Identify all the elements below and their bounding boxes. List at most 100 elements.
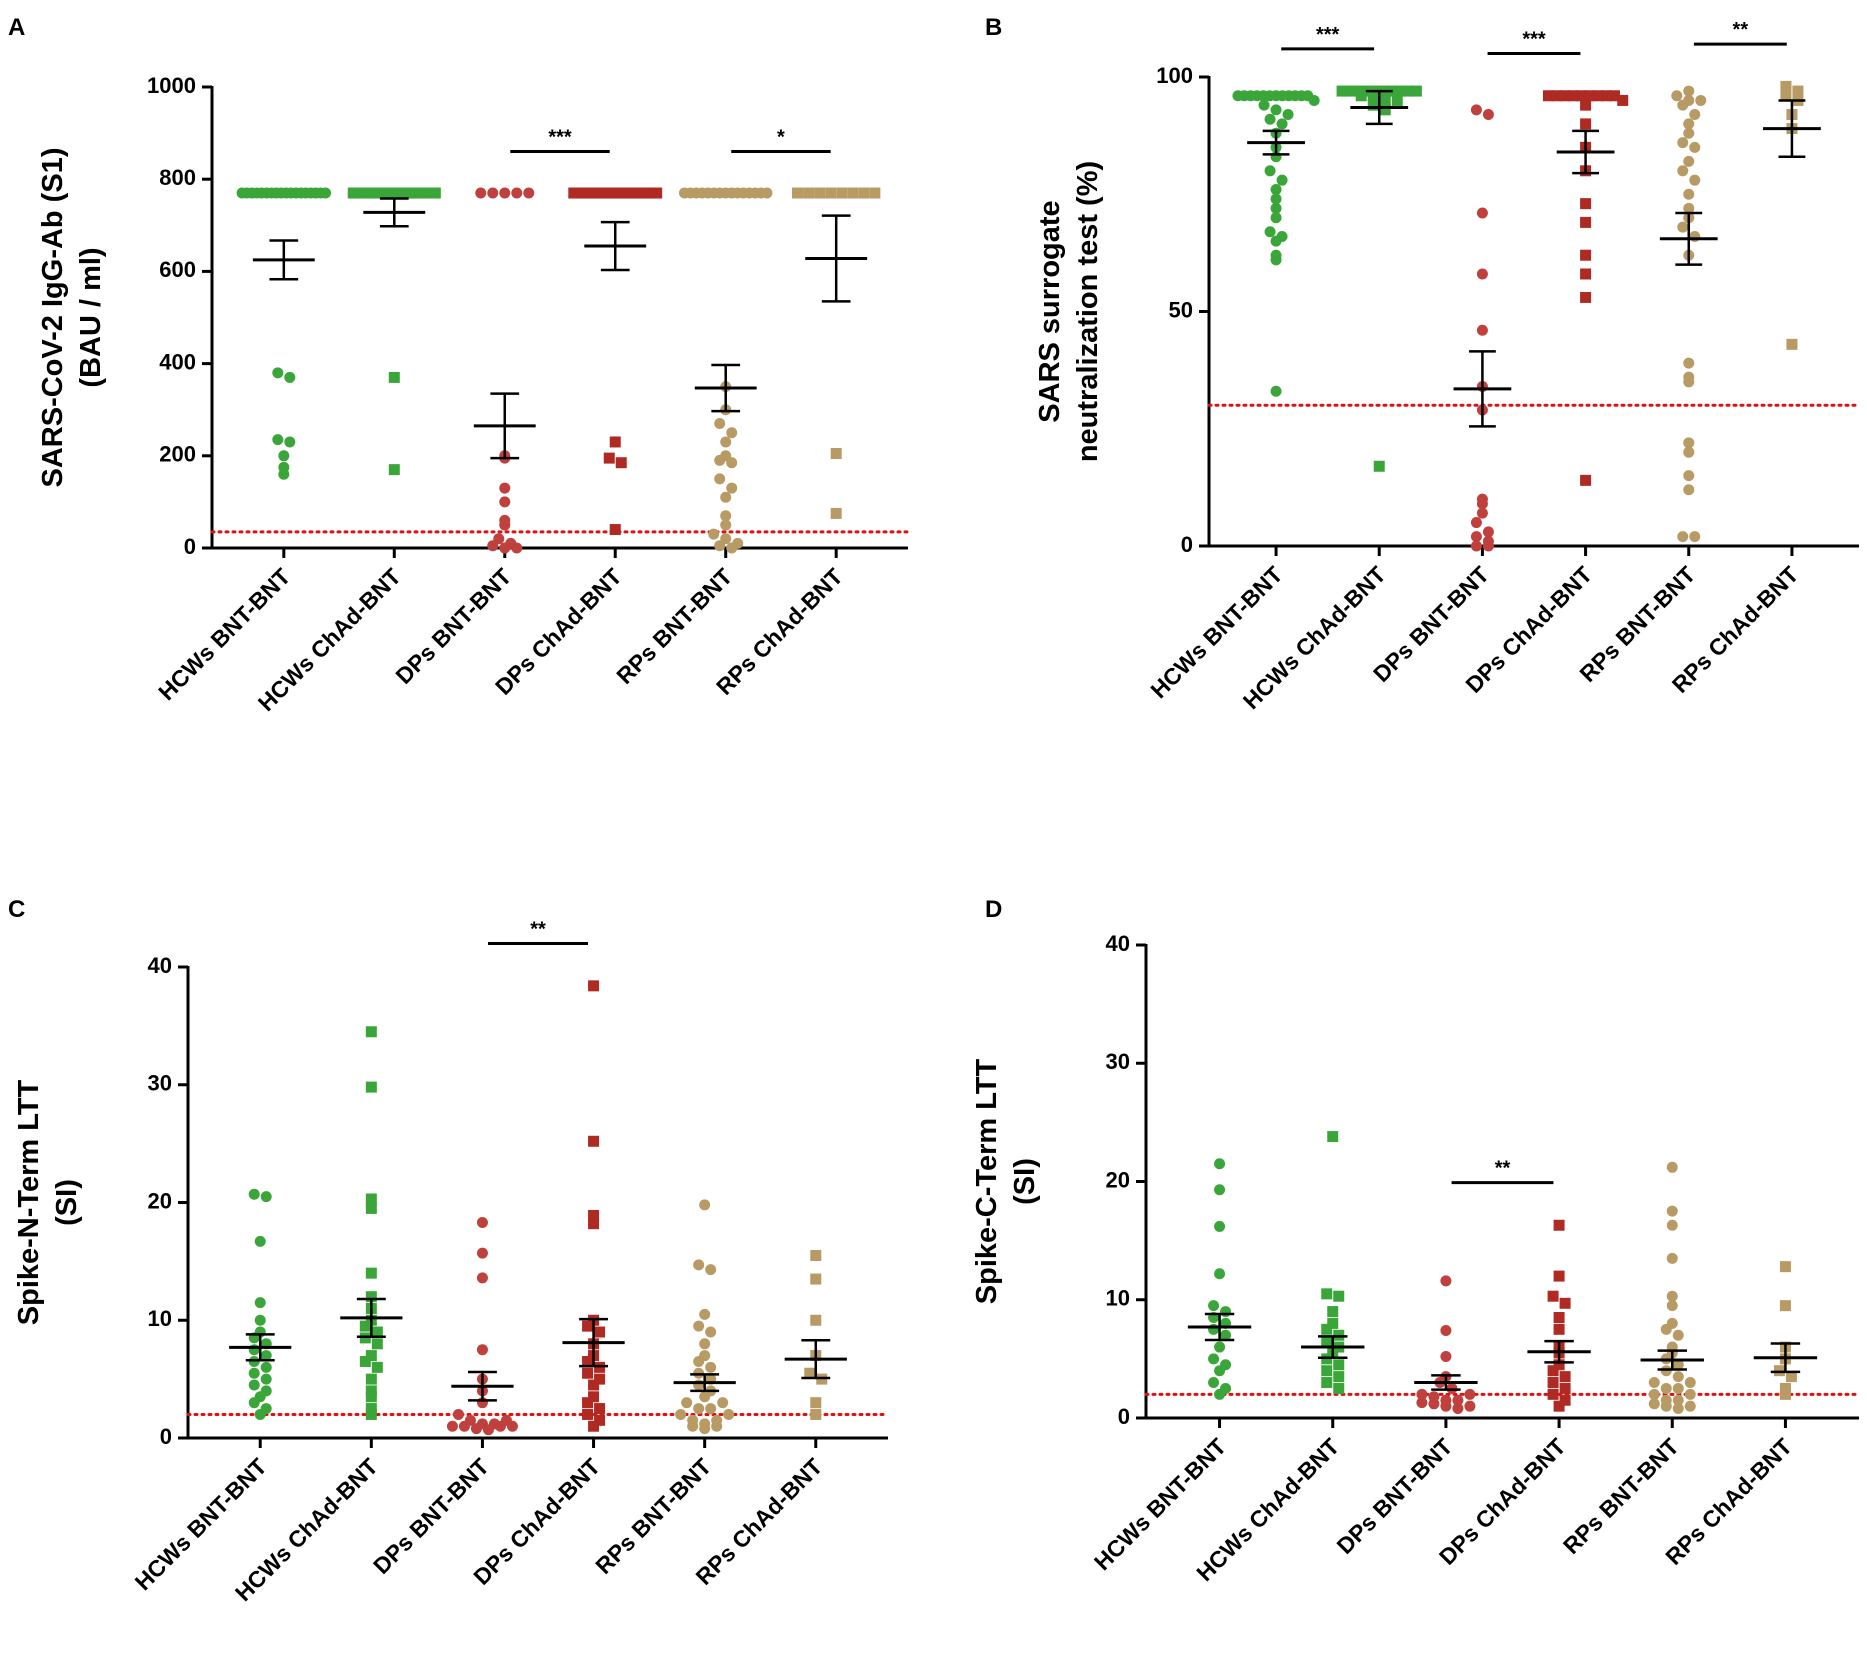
y-tick-label: 0 [160,1424,172,1449]
data-point [1336,85,1348,97]
data-point [810,1273,822,1285]
data-point [1452,1394,1464,1406]
data-point [594,1403,606,1415]
data-point [1677,221,1689,233]
data-point [1779,1382,1791,1394]
data-point [1666,1252,1678,1264]
y-tick-label: 800 [159,165,196,190]
data-point [278,450,290,462]
y-axis-label: (SI) [51,1179,83,1226]
data-point [371,1361,383,1373]
data-point [705,1264,717,1276]
data-point [1575,90,1587,102]
x-tick-label: DPs BNT-BNT [1332,1433,1458,1559]
data-point [1547,1365,1559,1377]
data-point [595,187,607,199]
data-point [1264,165,1276,177]
data-point [365,1391,377,1403]
error-bar [600,220,630,272]
data-point [640,187,652,199]
data-point [1684,1388,1696,1400]
data-point [506,1420,518,1432]
data-point [365,1291,377,1303]
data-point [1779,1261,1791,1273]
data-point [1580,268,1592,280]
data-point [1327,1306,1339,1318]
data-point [1559,1394,1571,1406]
data-point [365,1403,377,1415]
data-point [582,1367,594,1379]
panel-label: A [8,14,25,41]
x-tick-label: DPs BNT-BNT [368,1453,494,1579]
y-tick-label: 100 [1156,63,1193,88]
data-point [260,1350,272,1362]
data-point [379,187,391,199]
data-point [248,1379,260,1391]
data-point [1689,531,1701,543]
data-point [1580,474,1592,486]
data-point [1276,118,1288,130]
data-point [714,473,726,485]
data-point [1672,1359,1684,1371]
data-point [1344,85,1356,97]
error-bar [1204,1312,1235,1342]
data-point [347,187,359,199]
data-point [1683,188,1695,200]
data-point [366,187,378,199]
data-point [1592,90,1604,102]
data-point [1379,104,1391,116]
data-point [1567,90,1579,102]
data-point [1551,90,1563,102]
data-point [1786,338,1798,350]
data-point [847,187,859,199]
error-bar [1770,1342,1801,1374]
data-point [1470,531,1482,543]
data-point [836,187,848,199]
y-tick-label: 0 [184,534,196,559]
data-point [1672,1382,1684,1394]
data-point [248,1367,260,1379]
error-bar [711,363,741,413]
data-point [1580,291,1592,303]
data-point [1785,1371,1797,1383]
data-point [693,1403,705,1415]
data-point [260,1361,272,1373]
data-point [1553,1219,1565,1231]
data-point [1321,1335,1333,1347]
error-bar [1675,211,1703,266]
data-point [1683,127,1695,139]
y-axis-label: Spike-C-Term LTT [971,1059,1003,1305]
y-tick-label: 30 [148,1071,172,1096]
data-point [284,436,296,448]
data-point [568,187,580,199]
data-point [1553,1323,1565,1335]
data-point [1464,1388,1476,1400]
data-point [1683,470,1695,482]
data-point [272,434,284,446]
data-point [726,482,738,494]
data-point [1666,1219,1678,1231]
y-tick-label: 0 [1181,532,1193,557]
data-point [1452,1403,1464,1415]
y-tick-label: 50 [1169,297,1193,322]
data-point [1214,1158,1226,1170]
y-tick-label: 1000 [147,73,196,98]
data-point [582,1320,594,1332]
data-point [1428,1398,1440,1410]
data-point [582,1408,594,1420]
data-point [360,187,372,199]
data-point [1683,376,1695,388]
data-point [1476,207,1488,219]
data-point [1214,1220,1226,1232]
data-point [1270,104,1282,116]
data-point [511,187,523,199]
data-point [588,1209,600,1221]
data-point [1608,90,1620,102]
data-point [687,1420,699,1432]
data-point [588,980,600,992]
data-point [1333,1371,1345,1383]
data-point [1214,1268,1226,1280]
data-point [858,187,870,199]
data-point [693,1355,705,1367]
data-point [582,1397,594,1409]
